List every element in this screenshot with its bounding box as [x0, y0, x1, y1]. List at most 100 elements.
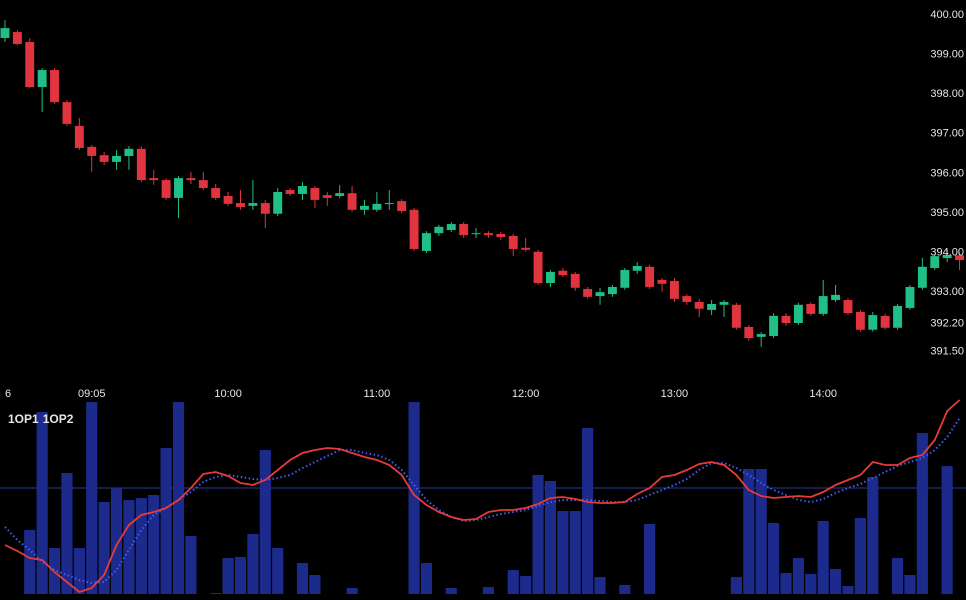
volume-bar	[830, 569, 842, 594]
volume-bar	[768, 523, 780, 594]
y-tick-label: 400.00	[930, 9, 964, 21]
indicator-line	[4, 399, 961, 594]
volume-bar	[557, 511, 569, 594]
volume-bar	[842, 586, 854, 594]
candle-body	[360, 205, 369, 210]
candle-body	[769, 315, 779, 337]
candle-body	[384, 203, 394, 205]
volume-bar	[172, 402, 185, 594]
volume-bar	[594, 577, 606, 594]
volume-bar	[247, 534, 259, 594]
candle-body	[434, 226, 444, 234]
candle-body	[285, 190, 295, 194]
candle-body	[545, 271, 555, 284]
volume-bar	[941, 466, 953, 594]
volume-bar	[817, 521, 829, 594]
volume-bar	[805, 574, 817, 594]
candle-body	[533, 251, 543, 284]
volume-bar	[544, 481, 557, 594]
volume-bar	[98, 502, 110, 594]
volume-bar	[780, 573, 792, 594]
candle-body	[236, 203, 245, 208]
candle-body	[744, 326, 754, 339]
candle-body	[37, 70, 47, 88]
candle-body	[868, 315, 878, 330]
volume-bar	[867, 477, 879, 594]
volume-bar	[792, 558, 804, 594]
volume-bar	[569, 511, 581, 594]
candle-body	[917, 266, 927, 288]
volume-bar	[222, 558, 234, 594]
x-tick-label: 11:00	[364, 388, 391, 400]
candle-body	[669, 281, 679, 299]
candle-body	[806, 304, 816, 314]
volume-bar	[445, 588, 457, 594]
candle-body	[880, 315, 890, 328]
candle-body	[707, 304, 717, 310]
candle-body	[459, 224, 469, 236]
candle-body	[87, 146, 97, 156]
volume-bar	[619, 585, 631, 594]
y-tick-label: 395.00	[930, 207, 964, 219]
candle-body	[174, 178, 183, 198]
volume-bar	[24, 530, 36, 594]
candle-body	[682, 296, 692, 303]
x-tick-label: 14:00	[809, 388, 837, 400]
volume-bar	[272, 548, 284, 594]
candle-body	[124, 148, 134, 156]
candle-body	[397, 201, 407, 211]
volume-bar	[73, 548, 85, 594]
candle-body	[298, 186, 307, 194]
candle-body	[694, 302, 704, 309]
candle-body	[570, 273, 580, 288]
volume-bar	[408, 402, 420, 594]
volume-bar	[891, 558, 904, 594]
candle-body	[955, 255, 965, 261]
volume-bar	[904, 575, 916, 594]
candle-body	[335, 193, 345, 196]
volume-bar	[644, 524, 656, 594]
candle-body	[347, 193, 357, 210]
candle-body	[731, 304, 741, 328]
x-tick-label: 13:00	[661, 388, 689, 400]
volume-bar	[86, 402, 98, 594]
volume-bar	[743, 469, 755, 594]
candle-body	[583, 288, 593, 297]
candle-body	[645, 266, 655, 287]
y-tick-label: 391.50	[930, 345, 964, 357]
volume-bar	[755, 469, 767, 594]
candle-body	[62, 102, 72, 124]
candle-body	[607, 286, 617, 295]
candle-body	[942, 254, 952, 259]
candle-body	[471, 233, 481, 235]
volume-bar	[210, 593, 222, 594]
volume-bar	[259, 450, 271, 594]
volume-bar	[532, 475, 544, 594]
volume-bar	[482, 587, 495, 594]
candle-body	[248, 203, 258, 206]
candle-body	[422, 233, 431, 251]
candle-body	[496, 233, 506, 238]
candle-body	[161, 180, 171, 198]
candle-body	[483, 233, 493, 236]
y-tick-label: 397.00	[930, 128, 964, 140]
candle-body	[446, 224, 456, 230]
candle-body	[211, 188, 221, 198]
y-tick-label: 399.00	[930, 49, 964, 61]
candle-body	[310, 188, 320, 200]
candle-body	[99, 155, 109, 162]
candle-body	[905, 286, 915, 308]
candle-body	[50, 70, 60, 103]
candle-body	[149, 178, 159, 181]
volume-bar	[582, 428, 594, 594]
candle-body	[521, 247, 531, 250]
candle-body	[831, 294, 841, 301]
candle-body	[260, 203, 270, 214]
candle-body	[0, 28, 10, 38]
candle-body	[74, 125, 84, 149]
candle-body	[198, 180, 208, 189]
y-tick-label: 393.00	[930, 286, 964, 298]
volume-bar	[36, 412, 48, 594]
y-tick-label: 394.00	[930, 246, 964, 258]
